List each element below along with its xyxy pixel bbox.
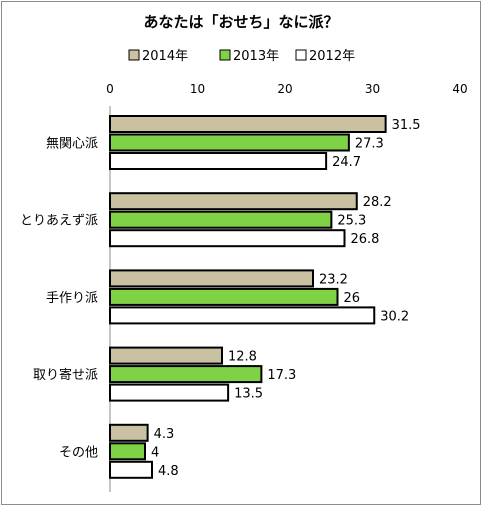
data-label-0-1: 28.2	[363, 195, 392, 210]
bars	[109, 115, 387, 479]
data-label-0-3: 12.8	[228, 350, 257, 365]
bar-0-4	[109, 423, 149, 442]
bar-1-1	[109, 210, 333, 229]
x-tick-label-4: 40	[452, 82, 467, 96]
legend: 2014年 2013年 2012年	[128, 49, 355, 64]
legend-swatch-0	[128, 49, 140, 61]
x-tick-label-0: 0	[106, 82, 114, 96]
data-label-1-0: 27.3	[355, 137, 384, 152]
chart-title: あなたは「おせち」なに派？	[143, 13, 338, 31]
category-label-2: 手作り派	[46, 291, 98, 306]
legend-swatch-2	[295, 49, 307, 61]
bar-1-2	[109, 287, 339, 306]
data-label-1-2: 26	[344, 291, 361, 306]
data-label-0-4: 4.3	[154, 427, 175, 442]
data-labels: 31.5 27.3 24.7 28.2 25.3 26.8 23.2 26 30.2 12.8 17…	[151, 118, 421, 479]
bar-0-2	[109, 269, 314, 288]
data-label-2-4: 4.8	[158, 464, 179, 479]
bar-2-3	[109, 383, 230, 402]
data-label-2-2: 30.2	[380, 309, 409, 324]
bar-0-3	[109, 346, 223, 365]
bar-1-0	[109, 133, 350, 152]
data-label-1-1: 25.3	[337, 214, 366, 229]
bar-1-3	[109, 365, 263, 384]
legend-label-1: 2013年	[233, 49, 279, 64]
legend-swatch-1	[219, 49, 231, 61]
x-axis: 0 10 20 30 40	[106, 82, 467, 96]
bar-0-1	[109, 192, 358, 211]
bar-2-0	[109, 152, 328, 170]
x-tick-label-3: 30	[365, 82, 380, 96]
data-label-0-2: 23.2	[319, 272, 348, 287]
category-label-3: 取り寄せ派	[33, 367, 98, 383]
category-label-4: その他	[59, 445, 98, 460]
data-label-2-0: 24.7	[332, 155, 361, 170]
data-label-2-3: 13.5	[234, 387, 263, 402]
category-label-1: とりあえず派	[20, 214, 98, 229]
bar-0-0	[109, 115, 387, 133]
data-label-1-4: 4	[151, 445, 159, 460]
legend-label-2: 2012年	[309, 49, 355, 64]
data-label-2-1: 26.8	[351, 232, 380, 247]
data-label-1-3: 17.3	[267, 368, 296, 383]
data-label-0-0: 31.5	[392, 118, 421, 133]
x-tick-label-1: 10	[190, 82, 205, 96]
category-label-0: 無関心派	[46, 137, 98, 152]
bar-2-1	[109, 229, 346, 248]
x-tick-label-2: 20	[277, 82, 292, 96]
bar-2-2	[109, 306, 376, 325]
legend-label-0: 2014年	[142, 49, 188, 64]
bar-2-4	[109, 460, 153, 479]
bar-1-4	[109, 442, 146, 461]
